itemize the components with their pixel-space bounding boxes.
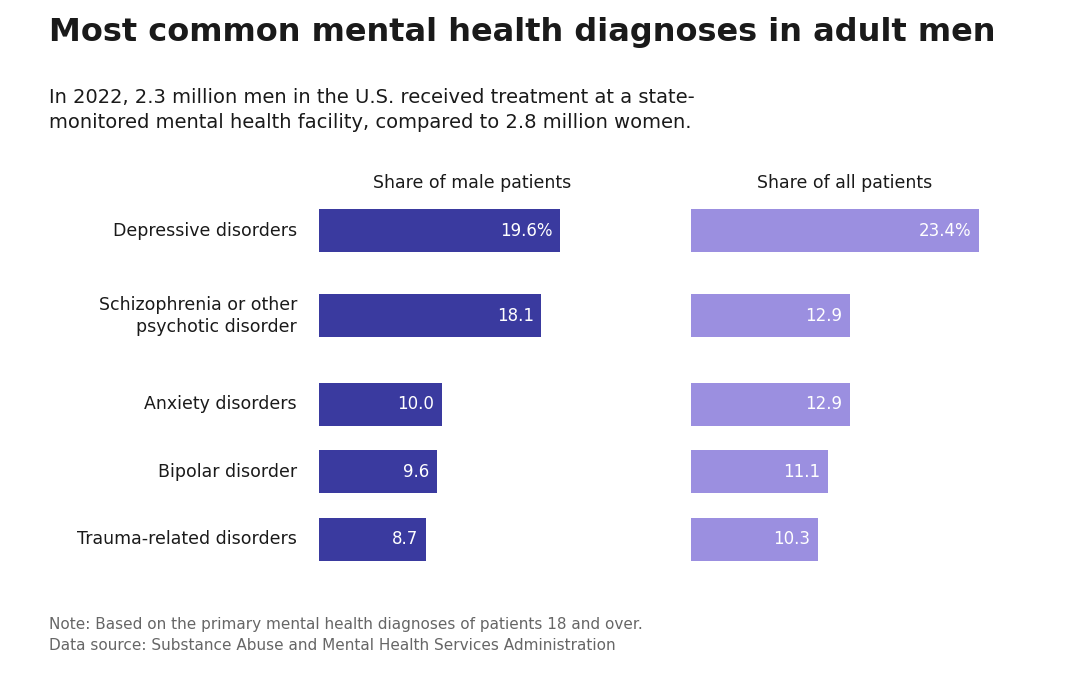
- Text: Most common mental health diagnoses in adult men: Most common mental health diagnoses in a…: [49, 17, 995, 48]
- Text: 18.1: 18.1: [497, 307, 534, 325]
- Text: 19.6%: 19.6%: [500, 222, 552, 240]
- Text: 8.7: 8.7: [392, 530, 418, 548]
- Text: 11.1: 11.1: [783, 463, 821, 481]
- Text: In 2022, 2.3 million men in the U.S. received treatment at a state-
monitored me: In 2022, 2.3 million men in the U.S. rec…: [49, 88, 694, 132]
- Text: 12.9: 12.9: [806, 396, 842, 413]
- Text: Schizophrenia or other
psychotic disorder: Schizophrenia or other psychotic disorde…: [98, 296, 297, 336]
- Text: Trauma-related disorders: Trauma-related disorders: [77, 530, 297, 548]
- Text: Note: Based on the primary mental health diagnoses of patients 18 and over.
Data: Note: Based on the primary mental health…: [49, 617, 643, 653]
- Text: Share of male patients: Share of male patients: [374, 174, 571, 192]
- Text: 12.9: 12.9: [806, 307, 842, 325]
- Text: Bipolar disorder: Bipolar disorder: [158, 463, 297, 481]
- Text: 9.6: 9.6: [403, 463, 429, 481]
- Text: 10.0: 10.0: [397, 396, 434, 413]
- Text: Depressive disorders: Depressive disorders: [113, 222, 297, 240]
- Text: Share of all patients: Share of all patients: [757, 174, 933, 192]
- Text: 23.4%: 23.4%: [919, 222, 972, 240]
- Text: Anxiety disorders: Anxiety disorders: [145, 396, 297, 413]
- Text: 10.3: 10.3: [773, 530, 810, 548]
